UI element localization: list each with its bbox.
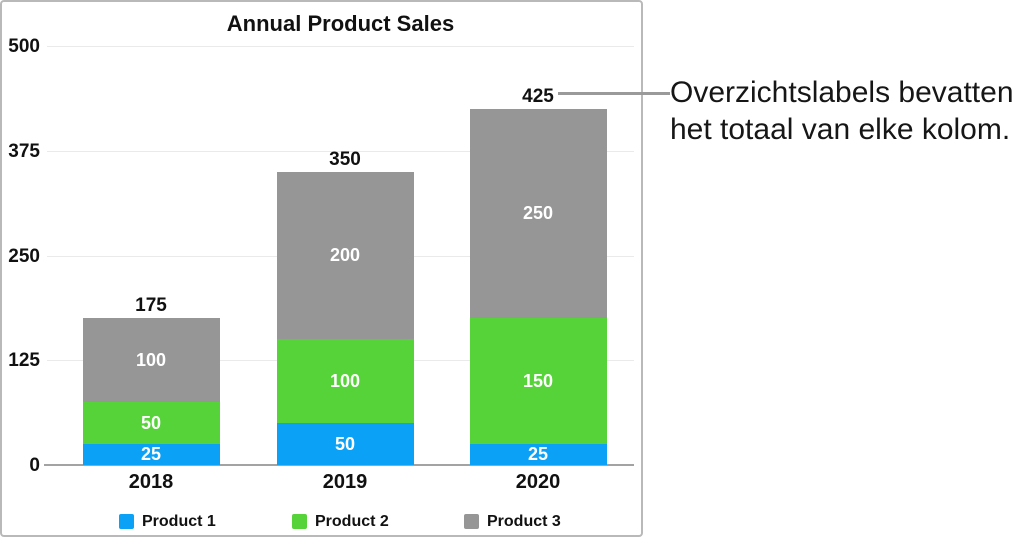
annotation-text-line: het totaal van elke kolom.: [670, 113, 1011, 146]
segment-value-label: 200: [329, 244, 361, 265]
legend-label: Product 3: [487, 513, 561, 530]
total-label: 175: [135, 295, 167, 317]
total-label: 350: [329, 148, 361, 170]
segment-value-label: 250: [522, 203, 554, 224]
legend-label: Product 1: [142, 513, 216, 530]
y-tick-label: 250: [8, 245, 40, 267]
segment-value-label: 50: [334, 433, 356, 454]
x-axis-label: 2019: [322, 471, 368, 493]
gridline: [47, 150, 634, 152]
chart-panel: Annual Product Sales 0 125 250 375 500 25 50 10…: [0, 0, 643, 537]
bar-segment-2020-product-1[interactable]: [469, 444, 607, 465]
segment-value-label: 100: [135, 349, 167, 370]
legend-label: Product 2: [315, 513, 389, 530]
gridline: [47, 46, 634, 47]
y-tick-label: 500: [8, 36, 40, 57]
x-axis-label: 2020: [515, 471, 561, 493]
segment-value-label: 25: [527, 444, 549, 465]
legend-swatch: [119, 514, 134, 529]
segment-value-label: 100: [329, 370, 361, 391]
bar-segment-2018-product-3[interactable]: [82, 318, 220, 403]
segment-value-label: 25: [140, 444, 162, 465]
y-tick-label: 0: [29, 455, 40, 476]
legend-swatch: [292, 514, 307, 529]
segment-value-label: 50: [140, 412, 162, 433]
callout-line: [558, 92, 670, 95]
annotation-text: Overzichtslabels bevatten het totaal van…: [670, 74, 1030, 148]
chart-title: Annual Product Sales: [226, 11, 455, 36]
x-axis-line: [44, 464, 634, 466]
bar-segment-2020-product-3[interactable]: [469, 108, 607, 319]
bar-segment-2018-product-1[interactable]: [82, 444, 220, 465]
total-label: 425: [522, 85, 554, 107]
bar-segment-2018-product-2[interactable]: [82, 402, 220, 445]
segment-value-label: 150: [522, 370, 554, 391]
bar-segment-2019-product-1[interactable]: [276, 423, 414, 465]
legend-swatch: [464, 514, 479, 529]
y-tick-label: 125: [8, 350, 40, 372]
annotation-text-line: Overzichtslabels bevatten: [670, 76, 1014, 109]
bar-segment-2019-product-2[interactable]: [276, 339, 414, 424]
y-tick-label: 375: [8, 140, 40, 162]
bar-segment-2019-product-3[interactable]: [276, 171, 414, 340]
x-axis-label: 2018: [128, 471, 174, 493]
bar-segment-2020-product-2[interactable]: [469, 318, 607, 445]
